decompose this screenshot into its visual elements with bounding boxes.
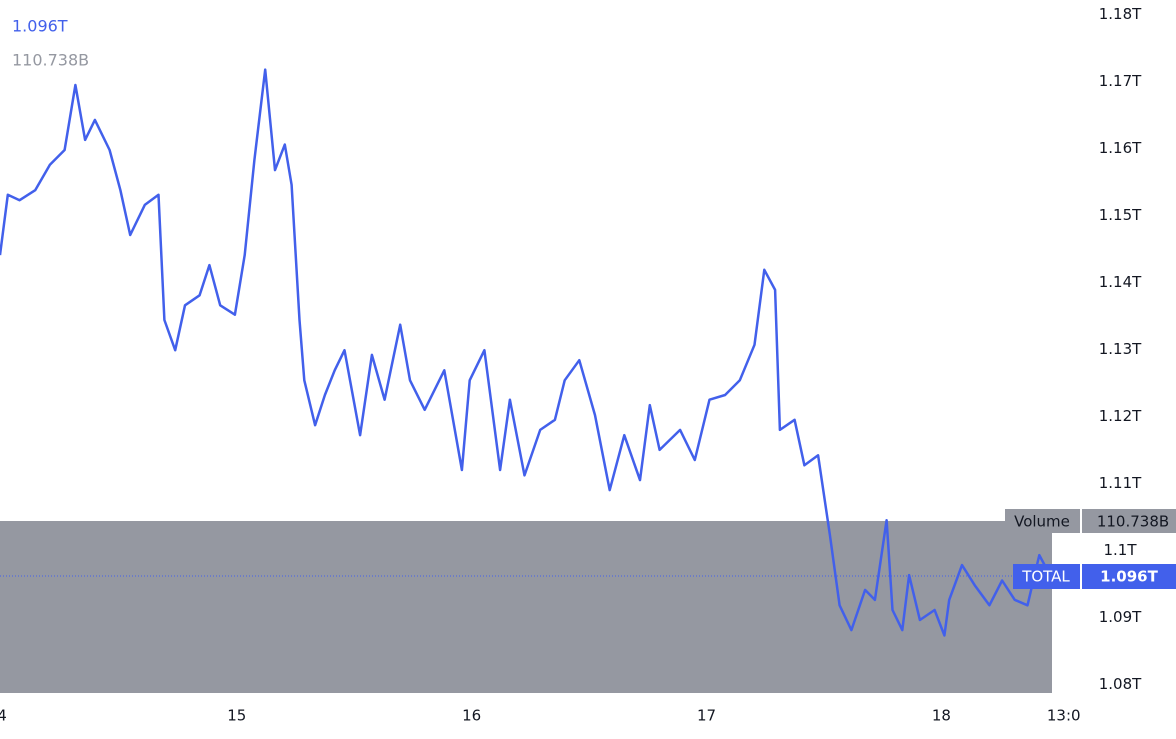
volume-value: 110.738B bbox=[1097, 513, 1169, 531]
y-tick-label: 1.1T bbox=[1103, 541, 1137, 559]
x-tick-label: 4 bbox=[0, 707, 7, 725]
x-tick-label: 15 bbox=[227, 707, 246, 725]
legend-value: 1.096T bbox=[12, 17, 68, 36]
x-tick-label: 17 bbox=[697, 707, 716, 725]
price-name-box bbox=[1013, 564, 1080, 589]
x-tick-label: 13:0 bbox=[1047, 707, 1081, 725]
y-tick-label: 1.12T bbox=[1099, 407, 1142, 425]
y-tick-label: 1.16T bbox=[1099, 139, 1142, 157]
volume-name: Volume bbox=[1014, 513, 1070, 531]
price-value: 1.096T bbox=[1100, 568, 1158, 586]
y-tick-label: 1.15T bbox=[1099, 206, 1142, 224]
y-tick-label: 1.08T bbox=[1099, 675, 1142, 693]
x-tick-label: 16 bbox=[462, 707, 481, 725]
y-tick-label: 1.14T bbox=[1099, 273, 1142, 291]
x-tick-label: 18 bbox=[932, 707, 951, 725]
y-tick-label: 1.17T bbox=[1099, 72, 1142, 90]
volume-name-box bbox=[1005, 509, 1080, 533]
price-name: TOTAL bbox=[1021, 568, 1070, 586]
y-tick-label: 1.09T bbox=[1099, 608, 1142, 626]
y-tick-label: 1.13T bbox=[1099, 340, 1142, 358]
y-tick-label: 1.11T bbox=[1099, 474, 1142, 492]
price-line-series bbox=[0, 68, 1052, 637]
price-value-box bbox=[1082, 564, 1176, 589]
y-tick-label: 1.18T bbox=[1099, 5, 1142, 23]
volume-value-box bbox=[1082, 509, 1176, 533]
volume-highlight bbox=[0, 521, 1052, 693]
legend-volume: 110.738B bbox=[12, 51, 89, 70]
